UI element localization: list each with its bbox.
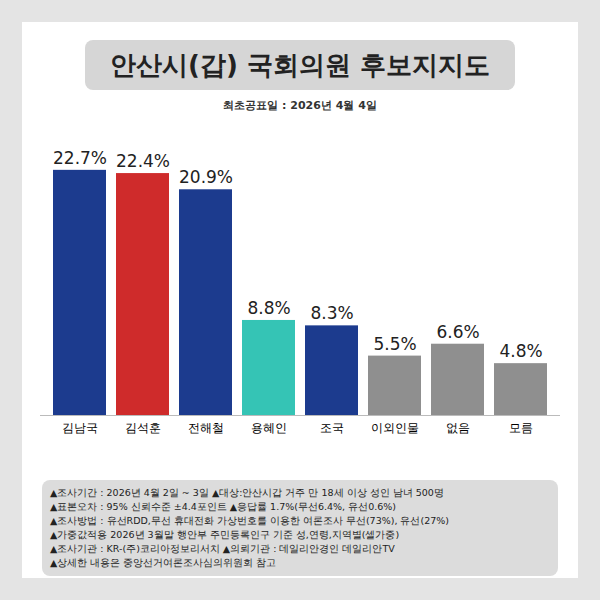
svg-text:모름: 모름 (509, 421, 533, 435)
svg-text:20.9%: 20.9% (179, 167, 233, 187)
svg-text:이외인물: 이외인물 (371, 421, 419, 435)
html-text:최초공표일 : 2026년 4월 4일: 최초공표일 : 2026년 4월 4일 (223, 99, 377, 112)
svg-text:4.8%: 4.8% (499, 341, 542, 361)
html-text:▲조사기관 : KR-(주)코리아정보리서치 ▲의뢰기관 :: ▲조사기관 : KR-(주)코리아정보리서치 ▲의뢰기관 : 데일리안경인 데일… (50, 543, 395, 554)
html-text:▲상세한 내용은 중앙선거여론조사심의위원회 참고: ▲상세한 내용은 중앙선거여론조사심의위원회 참고 (50, 557, 277, 568)
html-text:▲표본오차 : 95% 신뢰수준 ±4.4포인트 ▲응답률: ▲표본오차 : 95% 신뢰수준 ±4.4포인트 ▲응답률 1.7%(무선6.4… (50, 501, 396, 512)
svg-text:조국: 조국 (320, 421, 344, 435)
svg-text:없음: 없음 (446, 421, 470, 435)
svg-text:김석훈: 김석훈 (125, 421, 161, 435)
svg-text:김남국: 김남국 (62, 421, 98, 435)
html-text:안산시(갑) 국회의원 후보지지도: 안산시(갑) 국회의원 후보지지도 (110, 49, 490, 80)
svg-text:22.7%: 22.7% (53, 148, 107, 168)
html-text:▲조사기간 : 2026년 4월 2일 ~ 3일 ▲대상:안: ▲조사기간 : 2026년 4월 2일 ~ 3일 ▲대상:안산시갑 거주 만 1… (50, 487, 444, 498)
svg-text:8.8%: 8.8% (247, 298, 290, 318)
svg-text:6.6%: 6.6% (436, 322, 479, 342)
svg-text:용혜인: 용혜인 (251, 421, 287, 435)
html-text:▲가중값적용 2026년 3월말 행안부 주민등록인구 기준: ▲가중값적용 2026년 3월말 행안부 주민등록인구 기준 성,연령,지역별(… (50, 529, 400, 540)
svg-text:5.5%: 5.5% (373, 334, 416, 354)
svg-text:전해철: 전해철 (188, 421, 224, 435)
svg-text:22.4%: 22.4% (116, 151, 170, 171)
svg-text:8.3%: 8.3% (310, 303, 353, 323)
html-text:▲조사방법 : 유선RDD,무선 휴대전화 가상번호를 이용: ▲조사방법 : 유선RDD,무선 휴대전화 가상번호를 이용한 여론조사 무선(… (50, 515, 449, 526)
